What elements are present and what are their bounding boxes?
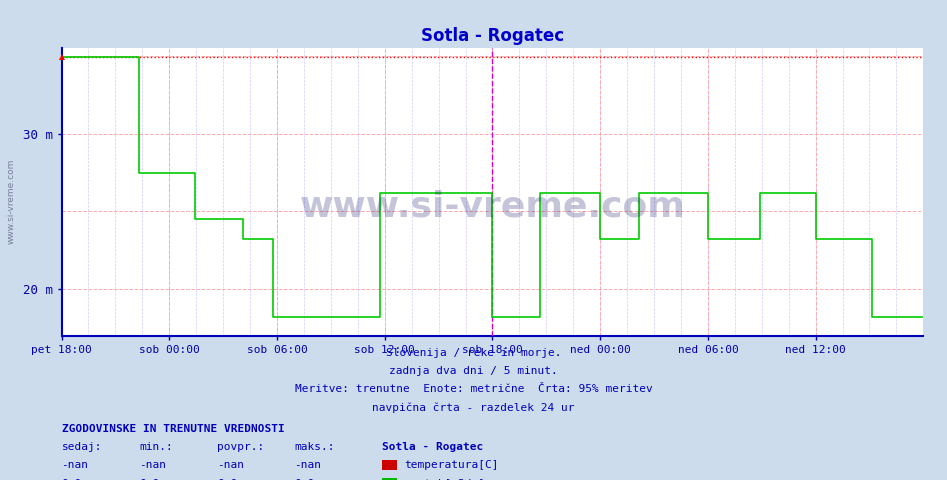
Text: ZGODOVINSKE IN TRENUTNE VREDNOSTI: ZGODOVINSKE IN TRENUTNE VREDNOSTI bbox=[62, 424, 284, 434]
Text: zadnja dva dni / 5 minut.: zadnja dva dni / 5 minut. bbox=[389, 366, 558, 376]
Text: -nan: -nan bbox=[62, 460, 89, 470]
Text: www.si-vreme.com: www.si-vreme.com bbox=[7, 159, 16, 244]
Text: -nan: -nan bbox=[217, 460, 244, 470]
Text: sedaj:: sedaj: bbox=[62, 442, 102, 452]
Text: Sotla - Rogatec: Sotla - Rogatec bbox=[382, 442, 483, 452]
Text: navpična črta - razdelek 24 ur: navpična črta - razdelek 24 ur bbox=[372, 403, 575, 413]
Text: www.si-vreme.com: www.si-vreme.com bbox=[299, 190, 686, 223]
Text: temperatura[C]: temperatura[C] bbox=[404, 460, 499, 470]
Text: Slovenija / reke in morje.: Slovenija / reke in morje. bbox=[385, 348, 562, 358]
Text: maks.:: maks.: bbox=[295, 442, 335, 452]
Text: 0,0: 0,0 bbox=[139, 479, 159, 480]
Text: Meritve: trenutne  Enote: metrične  Črta: 95% meritev: Meritve: trenutne Enote: metrične Črta: … bbox=[295, 384, 652, 395]
Title: Sotla - Rogatec: Sotla - Rogatec bbox=[420, 27, 564, 45]
Text: -nan: -nan bbox=[139, 460, 167, 470]
Text: 0,0: 0,0 bbox=[217, 479, 237, 480]
Text: min.:: min.: bbox=[139, 442, 173, 452]
Text: 0,0: 0,0 bbox=[295, 479, 314, 480]
Text: pretok[m3/s]: pretok[m3/s] bbox=[404, 479, 486, 480]
Text: povpr.:: povpr.: bbox=[217, 442, 264, 452]
Text: 0,0: 0,0 bbox=[62, 479, 81, 480]
Text: -nan: -nan bbox=[295, 460, 322, 470]
